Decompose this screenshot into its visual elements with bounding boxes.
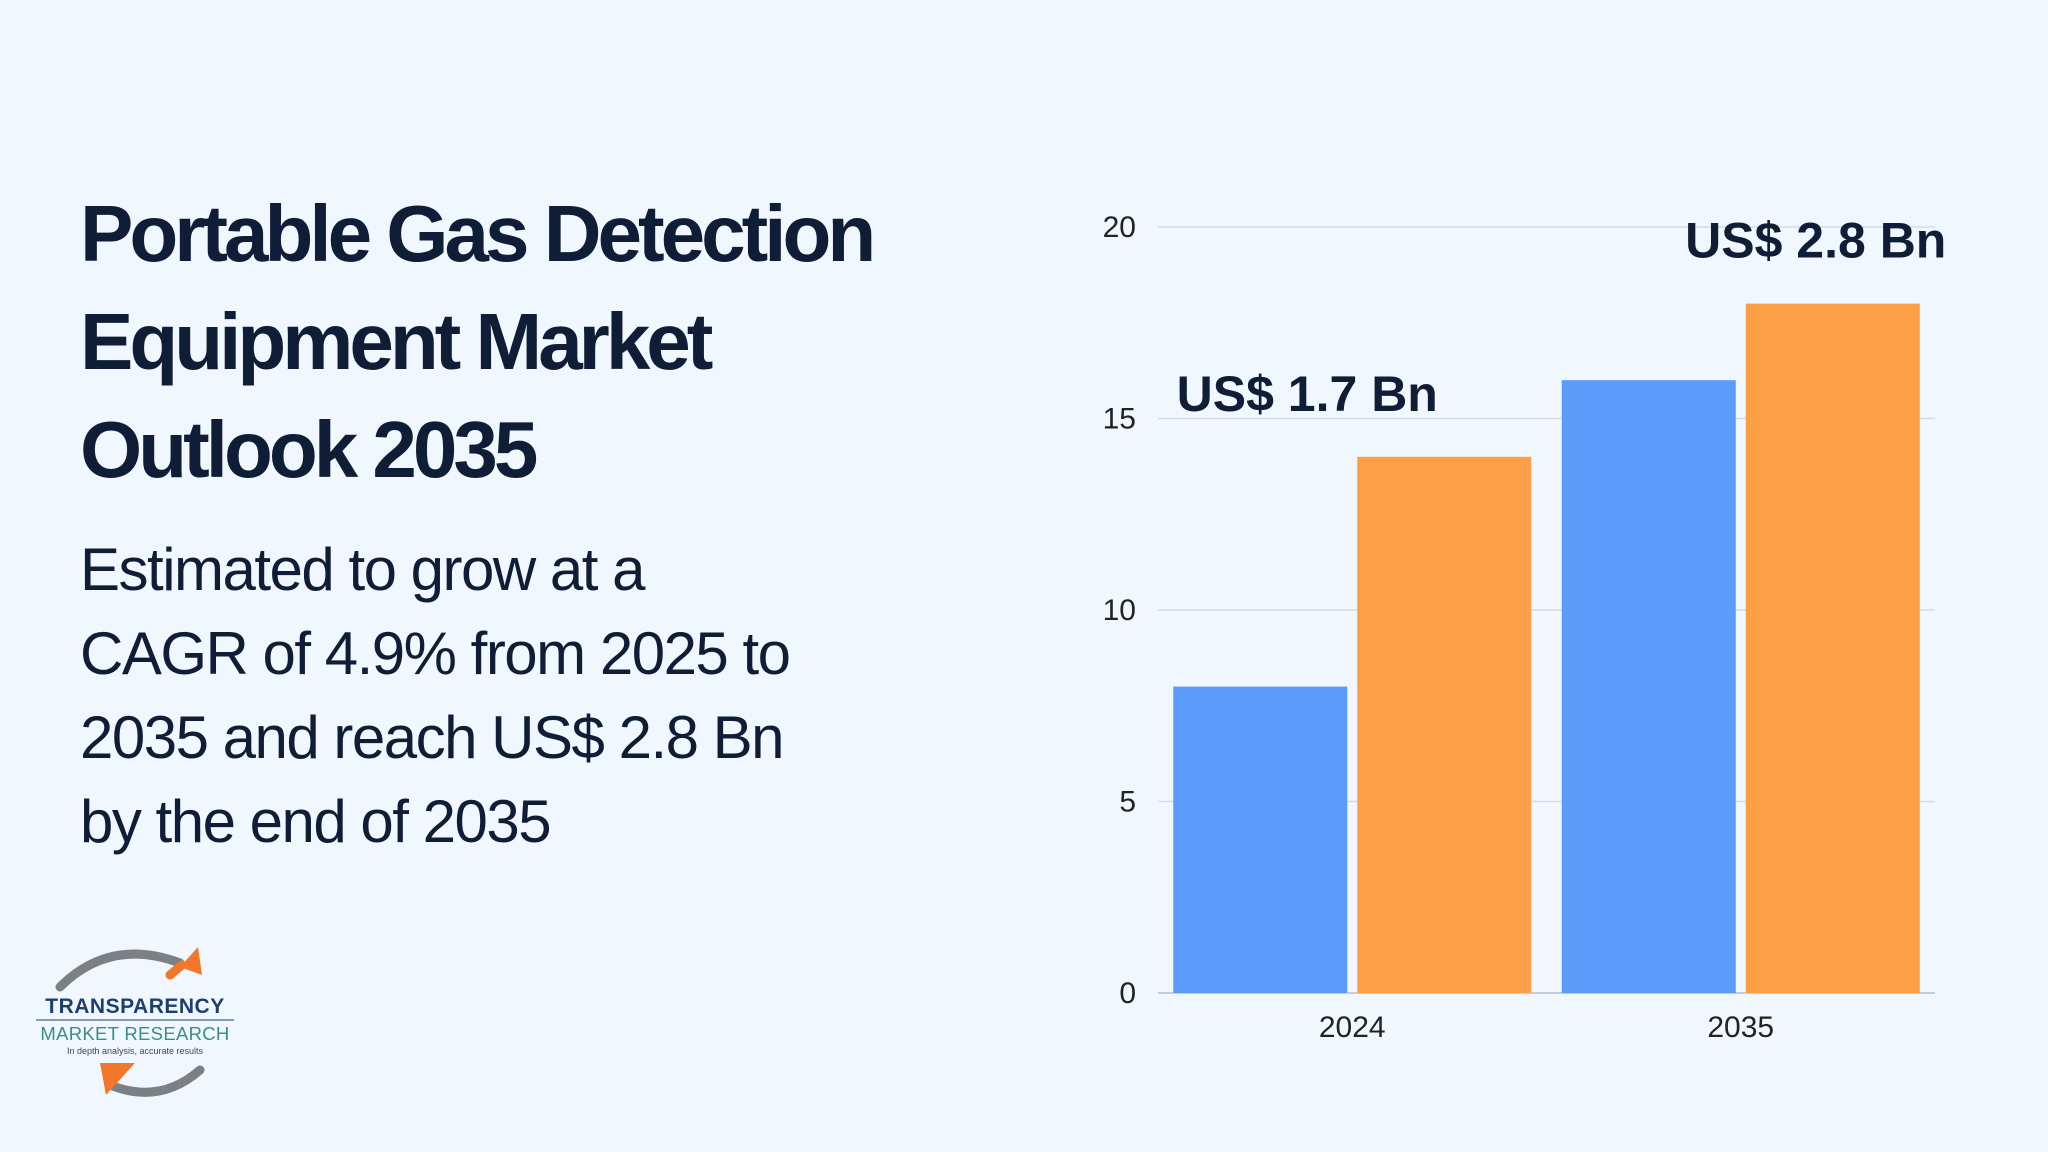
bar <box>1173 686 1348 993</box>
page-title: Portable Gas Detection Equipment Market … <box>80 189 876 494</box>
bar <box>1745 303 1920 994</box>
y-tick-label: 0 <box>1119 977 1136 1010</box>
data-label: US$ 2.8 Bn <box>1685 213 1946 269</box>
data-label: US$ 1.7 Bn <box>1177 366 1438 422</box>
y-tick-label: 5 <box>1119 786 1136 819</box>
company-logo: TRANSPARENCY MARKET RESEARCH In depth an… <box>30 945 240 1100</box>
logo-brand-text: TRANSPARENCY <box>45 995 225 1018</box>
logo-tagline: In depth analysis, accurate results <box>66 1046 204 1056</box>
y-tick-label: 20 <box>1103 211 1136 244</box>
y-tick-label: 10 <box>1103 594 1136 627</box>
bar-chart: 0 5 10 15 20 2024 US$ 1.7 Bn 2035 US$ 2.8 Bn <box>1103 211 1947 1044</box>
page-subtitle: Estimated to grow at a CAGR of 4.9% from… <box>80 536 791 855</box>
y-tick-label: 15 <box>1103 403 1136 436</box>
x-tick-label: 2024 <box>1319 1011 1386 1044</box>
logo-sub-text: MARKET RESEARCH <box>40 1023 230 1044</box>
bar <box>1561 380 1736 993</box>
logo-swoosh-icon <box>36 947 234 1097</box>
bar <box>1357 456 1532 993</box>
x-tick-label: 2035 <box>1707 1011 1774 1044</box>
